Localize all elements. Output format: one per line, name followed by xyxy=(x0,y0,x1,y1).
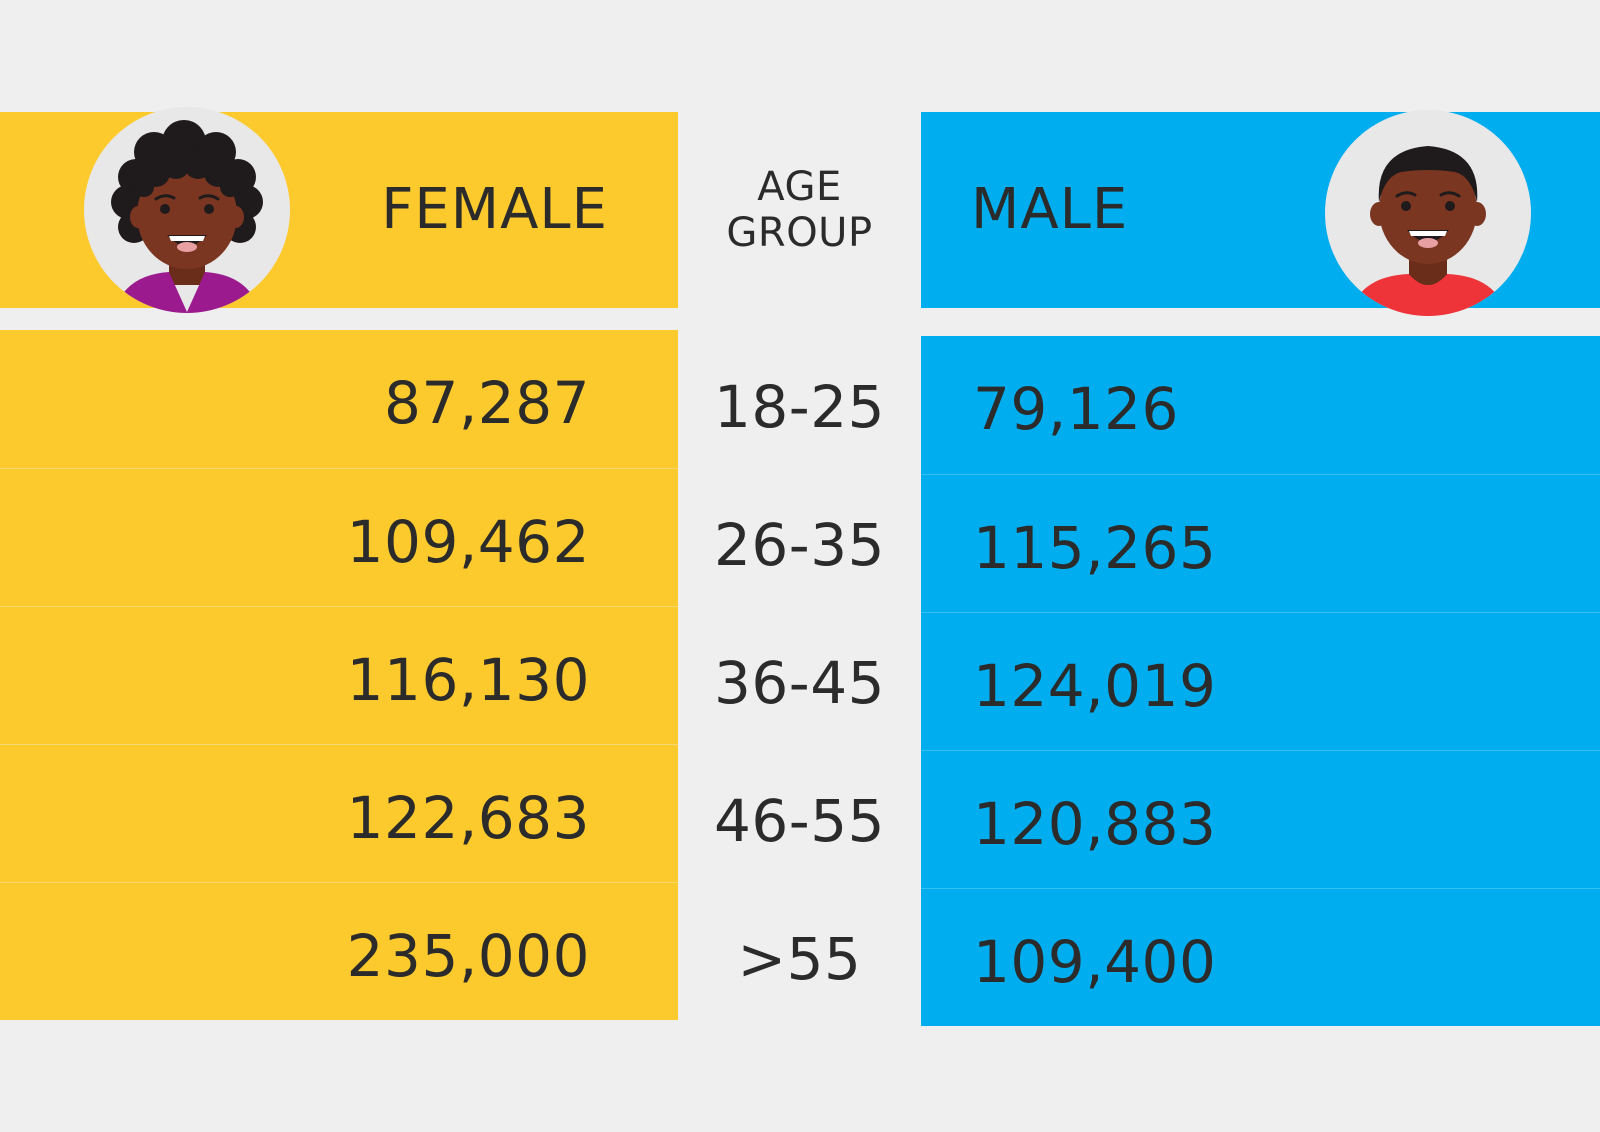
age-group-header: AGE GROUP xyxy=(678,164,921,256)
male-row: 109,400 xyxy=(921,888,1600,1026)
male-row: 115,265 xyxy=(921,474,1600,612)
female-row: 235,000 xyxy=(0,882,678,1020)
female-header-label: FEMALE xyxy=(381,177,608,242)
man-avatar-icon xyxy=(1325,110,1531,316)
female-value: 235,000 xyxy=(346,922,590,990)
age-group-header-line2: GROUP xyxy=(726,210,873,256)
age-group-label: 36-45 xyxy=(713,649,886,717)
female-row: 122,683 xyxy=(0,744,678,882)
male-value: 79,126 xyxy=(973,375,1179,443)
male-value: 124,019 xyxy=(973,652,1217,720)
male-value: 120,883 xyxy=(973,790,1217,858)
male-row: 120,883 xyxy=(921,750,1600,888)
age-group-label: 18-25 xyxy=(713,373,886,441)
female-row: 109,462 xyxy=(0,468,678,606)
male-header: MALE xyxy=(921,110,1600,316)
age-group-label: 26-35 xyxy=(713,511,886,579)
male-row: 124,019 xyxy=(921,612,1600,750)
female-value: 87,287 xyxy=(384,369,590,437)
female-values-panel: 87,287 109,462 116,130 122,683 235,000 xyxy=(0,330,678,1020)
male-value: 109,400 xyxy=(973,928,1217,996)
female-row: 87,287 xyxy=(0,330,678,468)
male-value: 115,265 xyxy=(973,514,1217,582)
age-group-label: 46-55 xyxy=(713,787,886,855)
female-value: 109,462 xyxy=(346,508,590,576)
female-header: FEMALE xyxy=(0,107,678,313)
female-value: 116,130 xyxy=(346,646,590,714)
female-value: 122,683 xyxy=(346,784,590,852)
age-group-header-line1: AGE xyxy=(757,164,842,210)
female-row: 116,130 xyxy=(0,606,678,744)
age-group-column: 18-25 26-35 36-45 46-55 >55 xyxy=(678,330,921,1020)
age-group-label: >55 xyxy=(737,925,862,993)
male-values-panel: 79,126 115,265 124,019 120,883 109,400 xyxy=(921,336,1600,1026)
woman-avatar-icon xyxy=(84,107,290,313)
male-row: 79,126 xyxy=(921,336,1600,474)
male-header-label: MALE xyxy=(971,177,1129,242)
